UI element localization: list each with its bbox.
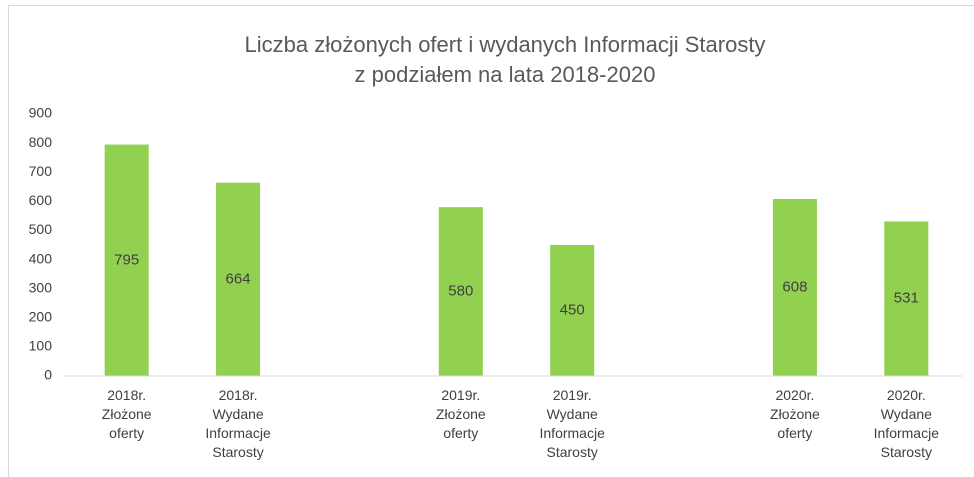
x-tick-label-line: 2019r. — [441, 387, 480, 403]
data-label: 608 — [782, 278, 807, 295]
bar — [550, 245, 595, 376]
x-tick-label-line: oferty — [777, 425, 812, 441]
y-tick-label: 500 — [29, 221, 53, 237]
x-tick-label-line: oferty — [443, 425, 478, 441]
x-tick-label: 2019r. Złożone oferty — [436, 387, 486, 441]
x-tick-label-line: 2019r. — [553, 387, 592, 403]
x-tick-label-line: Starosty — [881, 444, 932, 460]
data-label: 664 — [226, 270, 251, 287]
y-tick-label: 300 — [29, 279, 53, 295]
x-tick-label-line: Informacje — [205, 425, 271, 441]
x-tick-label-line: 2020r. — [887, 387, 926, 403]
y-tick-label: 700 — [29, 163, 53, 179]
x-tick-label-line: Informacje — [874, 425, 940, 441]
x-tick-label-line: 2018r. — [219, 387, 258, 403]
x-tick-label-line: Złożone — [436, 406, 486, 422]
data-label: 795 — [114, 251, 139, 268]
y-tick-label: 800 — [29, 134, 53, 150]
x-tick-label-line: Wydane — [547, 406, 598, 422]
x-tick-label-line: Starosty — [212, 444, 263, 460]
x-tick-label: 2020r. Wydane Informacje Starosty — [874, 387, 940, 460]
x-tick-label-line: 2018r. — [107, 387, 146, 403]
x-tick-label-line: Wydane — [212, 406, 263, 422]
data-label: 580 — [448, 283, 473, 300]
chart-title: z podziałem na lata 2018-2020 — [355, 62, 656, 87]
bar — [772, 199, 817, 376]
data-label: 450 — [560, 301, 585, 318]
y-tick-label: 600 — [29, 192, 53, 208]
bar — [884, 221, 929, 376]
bar — [104, 144, 149, 376]
x-tick-label-line: Informacje — [540, 425, 606, 441]
x-tick-label-line: Złożone — [770, 406, 820, 422]
y-tick-label: 400 — [29, 250, 53, 266]
x-tick-label: 2020r. Złożone oferty — [770, 387, 820, 441]
x-tick-label: 2018r. Wydane Informacje Starosty — [205, 387, 271, 460]
x-tick-label-line: 2020r. — [775, 387, 814, 403]
chart-title: Liczba złożonych ofert i wydanych Inform… — [245, 32, 766, 57]
x-tick-label: 2018r. Złożone oferty — [102, 387, 152, 441]
y-tick-label: 0 — [44, 367, 52, 383]
x-tick-label-line: Starosty — [547, 444, 598, 460]
y-tick-label: 900 — [29, 105, 53, 121]
y-tick-label: 100 — [29, 338, 53, 354]
x-tick-label-line: Złożone — [102, 406, 152, 422]
x-tick-label: 2019r. Wydane Informacje Starosty — [540, 387, 606, 460]
x-tick-label-line: oferty — [109, 425, 144, 441]
bar — [438, 207, 483, 376]
chart-border — [8, 5, 974, 477]
data-label: 531 — [894, 290, 919, 307]
x-tick-label-line: Wydane — [881, 406, 932, 422]
bar — [216, 182, 261, 376]
y-tick-label: 200 — [29, 308, 53, 324]
